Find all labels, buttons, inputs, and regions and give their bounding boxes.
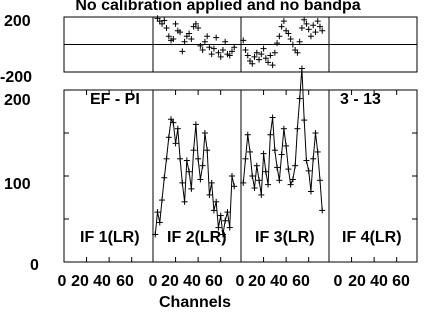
panel-label-if4: IF 4(LR) [342, 229, 402, 246]
phase-ytick-label: -200 [0, 69, 32, 86]
amplitude-curve [242, 68, 323, 211]
x-axis-label: Channels [159, 294, 231, 311]
x-tick-label: 40 [370, 273, 388, 290]
x-tick-label: 40 [183, 273, 201, 290]
x-tick-label: 60 [292, 273, 310, 290]
x-tick-labels-if4: 0 20 40 60 [334, 273, 410, 290]
channel-label: 3 - 13 [340, 91, 381, 108]
baseline-label: EF - PI [90, 91, 140, 108]
x-tick-label: 0 [236, 273, 245, 290]
x-tick-labels-if2: 0 20 40 60 [149, 273, 223, 290]
plot-marks [63, 15, 418, 263]
panel-label-if1: IF 1(LR) [80, 229, 140, 246]
x-tick-label: 20 [71, 273, 89, 290]
x-tick-labels-if1: 0 20 40 60 [58, 273, 134, 290]
x-tick-label: 60 [392, 273, 410, 290]
x-tick-label: 20 [161, 273, 179, 290]
x-tick-label: 60 [116, 273, 134, 290]
x-tick-label: 0 [149, 273, 158, 290]
panel-label-if2: IF 2(LR) [167, 229, 227, 246]
x-tick-label: 40 [270, 273, 288, 290]
panel-label-if3: IF 3(LR) [255, 229, 315, 246]
phase-ytick-label: 200 [4, 13, 31, 30]
x-tick-label: 60 [205, 273, 223, 290]
x-tick-labels-if3: 0 20 40 60 [236, 273, 310, 290]
amplitude-ytick-label: 200 [4, 92, 31, 109]
chart-title: No calibration applied and no bandpa [75, 0, 360, 14]
amplitude-ytick-label: 100 [4, 176, 31, 193]
amplitude-ytick-label: 0 [30, 257, 39, 274]
x-tick-label: 40 [93, 273, 111, 290]
amplitude-curve [154, 117, 235, 235]
x-tick-label: 20 [248, 273, 266, 290]
x-tick-label: 0 [58, 273, 67, 290]
x-tick-label: 20 [348, 273, 366, 290]
x-tick-label: 0 [334, 273, 343, 290]
